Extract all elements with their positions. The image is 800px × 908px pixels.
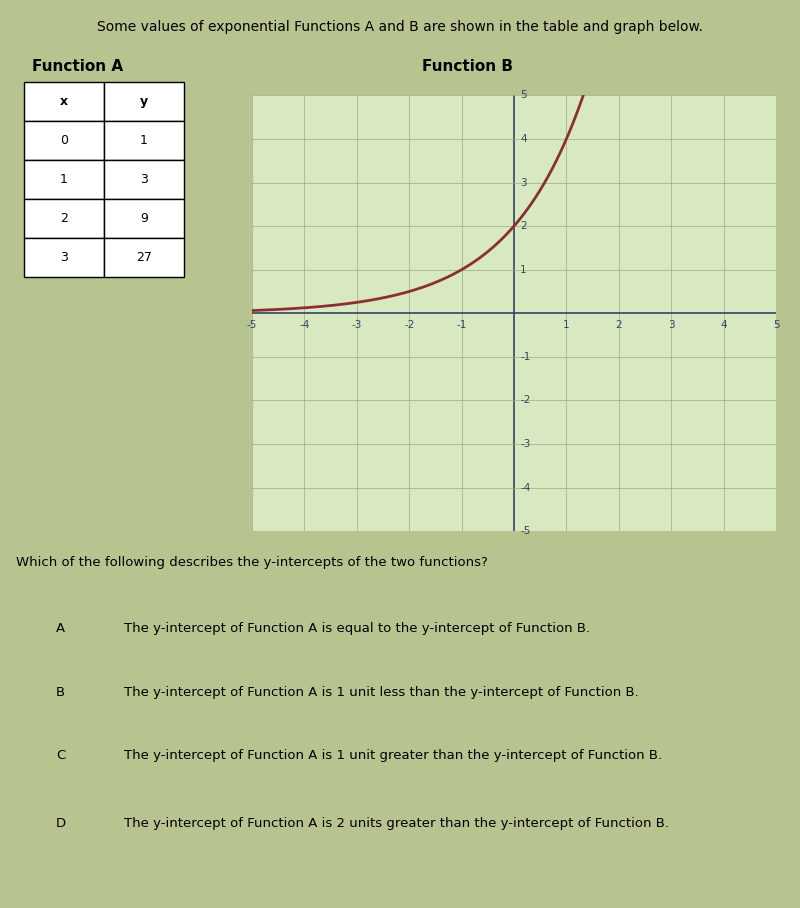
- Text: C: C: [56, 749, 66, 762]
- Text: 1: 1: [140, 133, 148, 147]
- Text: -3: -3: [520, 439, 530, 449]
- Text: 3: 3: [668, 320, 674, 330]
- Text: Which of the following describes the y-intercepts of the two functions?: Which of the following describes the y-i…: [16, 556, 488, 568]
- Text: Some values of exponential Functions A and B are shown in the table and graph be: Some values of exponential Functions A a…: [97, 20, 703, 34]
- Text: The y-intercept of Function A is 2 units greater than the y-intercept of Functio: The y-intercept of Function A is 2 units…: [124, 817, 669, 830]
- Bar: [24, 199, 104, 238]
- Text: -5: -5: [247, 320, 257, 330]
- Text: -3: -3: [352, 320, 362, 330]
- Text: 0: 0: [60, 133, 68, 147]
- Text: -4: -4: [520, 482, 530, 493]
- Text: 3: 3: [140, 173, 148, 186]
- Text: 1: 1: [563, 320, 570, 330]
- Bar: [24, 121, 104, 160]
- Text: 2: 2: [520, 221, 527, 232]
- Text: 2: 2: [60, 212, 68, 225]
- Text: 3: 3: [520, 177, 527, 188]
- Text: The y-intercept of Function A is 1 unit less than the y-intercept of Function B.: The y-intercept of Function A is 1 unit …: [124, 686, 638, 698]
- Text: Function A: Function A: [32, 59, 123, 74]
- Text: x: x: [60, 94, 68, 108]
- Text: 1: 1: [60, 173, 68, 186]
- Text: 5: 5: [773, 320, 779, 330]
- Bar: [104, 238, 184, 277]
- Bar: [24, 160, 104, 199]
- Bar: [24, 238, 104, 277]
- Text: Function B: Function B: [422, 59, 514, 74]
- Text: 3: 3: [60, 251, 68, 264]
- Bar: [24, 82, 104, 121]
- Text: D: D: [56, 817, 66, 830]
- Text: The y-intercept of Function A is equal to the y-intercept of Function B.: The y-intercept of Function A is equal t…: [124, 622, 590, 635]
- Text: -5: -5: [520, 526, 530, 537]
- Bar: [104, 82, 184, 121]
- Bar: [104, 160, 184, 199]
- Text: 4: 4: [720, 320, 727, 330]
- Text: -1: -1: [457, 320, 466, 330]
- Text: y: y: [140, 94, 148, 108]
- Text: 1: 1: [520, 264, 527, 275]
- Text: 4: 4: [520, 133, 527, 144]
- Text: B: B: [56, 686, 65, 698]
- Text: 5: 5: [520, 90, 527, 101]
- Text: A: A: [56, 622, 65, 635]
- Text: -1: -1: [520, 351, 530, 362]
- Text: The y-intercept of Function A is 1 unit greater than the y-intercept of Function: The y-intercept of Function A is 1 unit …: [124, 749, 662, 762]
- Text: -2: -2: [404, 320, 414, 330]
- Text: -4: -4: [299, 320, 310, 330]
- Text: 27: 27: [136, 251, 152, 264]
- Bar: [104, 199, 184, 238]
- Text: -2: -2: [520, 395, 530, 406]
- Text: 9: 9: [140, 212, 148, 225]
- Bar: [104, 121, 184, 160]
- Text: 2: 2: [615, 320, 622, 330]
